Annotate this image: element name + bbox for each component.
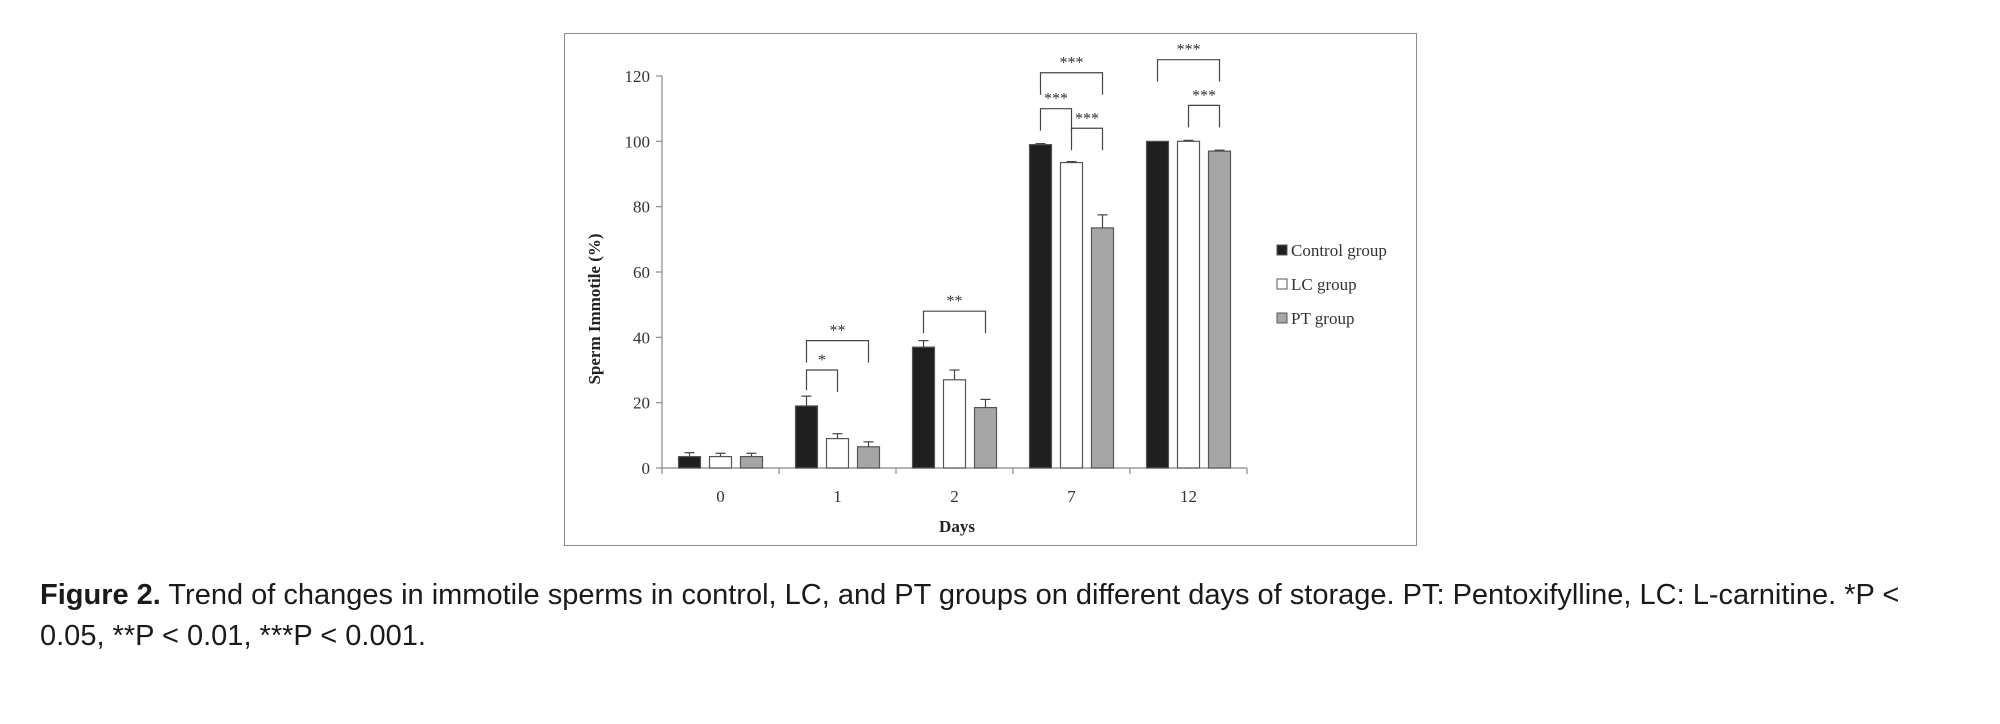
significance-bracket [1039,108,1073,131]
significance-label: ** [830,323,846,340]
caption-label: Figure 2. [40,579,161,611]
significance-bracket [1156,59,1221,82]
x-tick-label: 12 [1180,487,1197,506]
bar [911,346,936,469]
bar [942,379,967,469]
bar [1090,227,1115,469]
bar [856,446,881,469]
significance-bracket [805,340,870,363]
legend-swatch [1276,312,1288,324]
legend-swatch [1276,244,1288,256]
significance-label: *** [1060,55,1084,72]
bar [677,455,702,469]
bar [825,438,850,469]
bar [1059,161,1084,469]
caption-text: Trend of changes in immotile sperms in c… [40,579,1900,652]
y-tick-label: 100 [625,132,651,151]
significance-label: *** [1075,110,1099,127]
y-tick-label: 40 [633,328,650,347]
chart-legend: Control group LC group PT group [1276,241,1387,328]
significance-bracket [922,310,987,334]
significance-label: *** [1044,91,1068,108]
bar [739,455,764,469]
x-tick-label: 2 [950,487,959,506]
significance-label: ** [947,293,963,310]
y-tick-label: 80 [633,198,650,217]
bar [1028,143,1053,469]
bar [1145,140,1170,469]
bar [1176,140,1201,469]
x-tick-label: 1 [833,487,842,506]
x-axis-label: Days [939,517,975,536]
y-tick-label: 20 [633,394,650,413]
significance-annotations: ******************** [805,42,1221,392]
x-tick-label: 0 [716,487,725,506]
y-tick-label: 0 [642,459,651,478]
significance-bracket [1039,72,1104,95]
bar [1207,150,1232,469]
significance-bracket [1187,104,1221,128]
y-tick-label: 60 [633,263,650,282]
significance-bracket [805,369,839,392]
significance-label: *** [1192,87,1216,104]
figure-caption: Figure 2. Trend of changes in immotile s… [40,575,1965,657]
significance-label: * [818,352,826,369]
x-tick-label: 7 [1067,487,1076,506]
significance-bracket [1070,127,1104,151]
y-tick-label: 120 [625,67,651,86]
legend-label: Control group [1291,241,1387,260]
bar [708,455,733,469]
bar [973,406,998,469]
chart-frame: 0 20 40 60 80 100 120 0 1 2 7 12 * ** ** *** *** *** *** *… [564,33,1417,546]
y-axis-label: Sperm Immotile (%) [585,233,604,384]
significance-label: *** [1177,42,1201,59]
bar [794,405,819,469]
legend-label: LC group [1291,275,1357,294]
legend-swatch [1276,278,1288,290]
legend-label: PT group [1291,309,1354,328]
chart-bars [677,139,1232,469]
